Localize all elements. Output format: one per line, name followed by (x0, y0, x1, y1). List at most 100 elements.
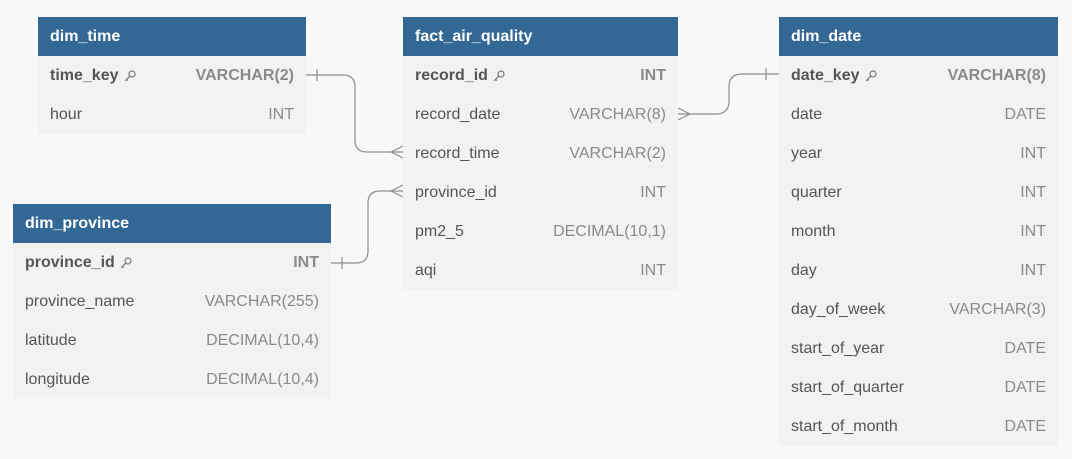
column-type: INT (1020, 183, 1046, 201)
relationship-date-to-fact[interactable] (677, 68, 779, 121)
column-type: VARCHAR(3) (949, 300, 1046, 318)
column-name: start_of_year (791, 340, 884, 358)
column-name: aqi (415, 262, 436, 280)
column-row[interactable]: day_of_week VARCHAR(3) (779, 290, 1058, 329)
column-row[interactable]: province_name VARCHAR(255) (13, 282, 331, 321)
relationship-time-to-fact[interactable] (306, 69, 404, 159)
column-row[interactable]: start_of_month DATE (779, 407, 1058, 446)
column-row[interactable]: province_id INT (13, 243, 331, 282)
column-name-text: start_of_month (791, 417, 898, 435)
column-name-text: start_of_year (791, 339, 885, 357)
column-name-text: record_id (415, 66, 488, 84)
table-dim-province[interactable]: dim_province province_id INT province_name V… (13, 204, 331, 399)
column-name: date_key (791, 67, 877, 85)
column-row[interactable]: record_date VARCHAR(8) (403, 95, 678, 134)
column-type: DECIMAL(10,1) (553, 222, 666, 240)
column-type: INT (1020, 222, 1046, 240)
column-row[interactable]: month INT (779, 212, 1058, 251)
column-name: time_key (50, 67, 136, 85)
table-header[interactable]: dim_date (779, 17, 1058, 56)
column-name-text: quarter (791, 183, 842, 201)
column-type: DATE (1004, 417, 1046, 435)
column-name: year (791, 145, 822, 163)
column-name: longitude (25, 371, 90, 389)
column-name: record_time (415, 145, 499, 163)
column-row[interactable]: date DATE (779, 95, 1058, 134)
column-row[interactable]: time_key VARCHAR(2) (38, 56, 306, 95)
column-name-text: latitude (25, 331, 77, 349)
column-name: pm2_5 (415, 223, 464, 241)
key-icon (120, 256, 132, 268)
column-name-text: month (791, 222, 836, 240)
column-name-text: start_of_quarter (791, 378, 904, 396)
column-row[interactable]: year INT (779, 134, 1058, 173)
column-name: start_of_month (791, 418, 898, 436)
column-name: latitude (25, 332, 77, 350)
column-type: DECIMAL(10,4) (206, 331, 319, 349)
column-row[interactable]: record_id INT (403, 56, 678, 95)
column-row[interactable]: start_of_quarter DATE (779, 368, 1058, 407)
column-name-text: province_id (415, 183, 497, 201)
column-type: DATE (1004, 105, 1046, 123)
column-name-text: time_key (50, 66, 119, 84)
column-name: record_date (415, 106, 500, 124)
column-type: VARCHAR(255) (204, 292, 319, 310)
column-row[interactable]: quarter INT (779, 173, 1058, 212)
table-header[interactable]: dim_province (13, 204, 331, 243)
column-name-text: year (791, 144, 823, 162)
column-name: record_id (415, 67, 505, 85)
column-name-text: aqi (415, 261, 437, 279)
table-dim-date[interactable]: dim_date date_key VARCHAR(8) date DATE year IN… (779, 17, 1058, 446)
column-name: quarter (791, 184, 842, 202)
column-name: hour (50, 106, 82, 124)
column-name: start_of_quarter (791, 379, 904, 397)
column-name-text: province_id (25, 253, 115, 271)
table-header[interactable]: dim_time (38, 17, 306, 56)
column-type: VARCHAR(8) (947, 66, 1046, 84)
relationship-province-to-fact[interactable] (331, 184, 404, 269)
column-name: province_id (415, 184, 497, 202)
column-name-text: date (791, 105, 823, 123)
key-icon (865, 69, 877, 81)
key-icon (124, 69, 136, 81)
column-name: day_of_week (791, 301, 885, 319)
column-row[interactable]: start_of_year DATE (779, 329, 1058, 368)
column-type: DATE (1004, 339, 1046, 357)
column-name-text: date_key (791, 66, 860, 84)
column-type: INT (1020, 261, 1046, 279)
column-type: VARCHAR(8) (569, 105, 666, 123)
column-name: province_id (25, 254, 132, 272)
column-type: INT (640, 183, 666, 201)
column-name-text: hour (50, 105, 83, 123)
column-row[interactable]: hour INT (38, 95, 306, 134)
column-type: VARCHAR(2) (195, 66, 294, 84)
column-type: INT (293, 253, 319, 271)
table-header[interactable]: fact_air_quality (403, 17, 678, 56)
column-type: INT (1020, 144, 1046, 162)
column-row[interactable]: date_key VARCHAR(8) (779, 56, 1058, 95)
column-type: INT (268, 105, 294, 123)
column-type: INT (640, 66, 666, 84)
column-row[interactable]: day INT (779, 251, 1058, 290)
column-row[interactable]: pm2_5 DECIMAL(10,1) (403, 212, 678, 251)
column-row[interactable]: longitude DECIMAL(10,4) (13, 360, 331, 399)
column-type: DATE (1004, 378, 1046, 396)
column-name: day (791, 262, 817, 280)
column-name-text: pm2_5 (415, 222, 464, 240)
column-name-text: day_of_week (791, 300, 886, 318)
column-name-text: day (791, 261, 817, 279)
key-icon (493, 69, 505, 81)
table-dim-time[interactable]: dim_time time_key VARCHAR(2) hour INT (38, 17, 306, 134)
column-name-text: province_name (25, 292, 135, 310)
column-row[interactable]: latitude DECIMAL(10,4) (13, 321, 331, 360)
column-name: province_name (25, 293, 134, 311)
column-name-text: longitude (25, 370, 90, 388)
column-type: DECIMAL(10,4) (206, 370, 319, 388)
column-row[interactable]: province_id INT (403, 173, 678, 212)
table-fact-air-quality[interactable]: fact_air_quality record_id INT record_date V… (403, 17, 678, 290)
column-type: VARCHAR(2) (569, 144, 666, 162)
column-row[interactable]: aqi INT (403, 251, 678, 290)
column-name: month (791, 223, 835, 241)
column-row[interactable]: record_time VARCHAR(2) (403, 134, 678, 173)
